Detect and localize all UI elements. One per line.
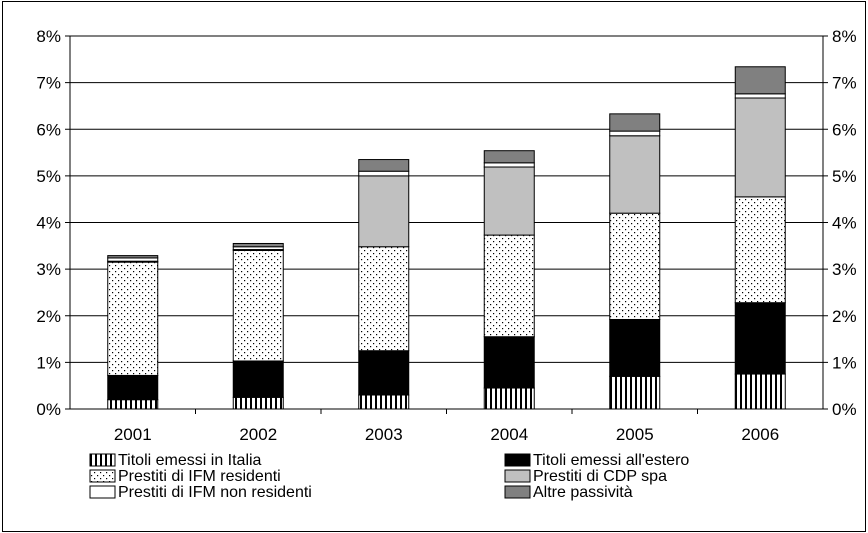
legend-label: Altre passività xyxy=(533,484,633,501)
x-tick-label: 2006 xyxy=(741,425,779,444)
y-tick-label-left: 6% xyxy=(36,120,61,139)
y-tick-label-left: 8% xyxy=(36,27,61,46)
y-tick-label-left: 4% xyxy=(36,214,61,233)
axes xyxy=(65,35,828,414)
bar-segment xyxy=(734,373,786,410)
bar-segment xyxy=(483,150,535,164)
legend-swatch xyxy=(89,469,116,483)
y-tick-label-right: 1% xyxy=(832,353,857,372)
y-tick-label-right: 6% xyxy=(832,120,857,139)
bar-segment xyxy=(734,93,786,99)
gridlines xyxy=(70,35,823,410)
legend-label: Prestiti di CDP spa xyxy=(533,468,667,485)
x-tick-label: 2003 xyxy=(365,425,403,444)
bar-segment xyxy=(232,242,284,248)
bar-segment xyxy=(358,394,410,410)
bar-segment xyxy=(609,113,661,132)
bar-segment xyxy=(232,360,284,398)
legend-label: Titoli emessi all'estero xyxy=(533,452,689,469)
y-tick-label-right: 8% xyxy=(832,27,857,46)
y-tick-label-left: 7% xyxy=(36,74,61,93)
y-tick-label-right: 0% xyxy=(832,400,857,419)
bar-segment xyxy=(609,130,661,137)
bar-segment xyxy=(483,166,535,236)
y-tick-label-left: 3% xyxy=(36,260,61,279)
legend-label: Titoli emessi in Italia xyxy=(118,452,262,469)
bar-segment xyxy=(358,350,410,396)
bar-segment xyxy=(609,375,661,410)
y-tick-labels-right: 0% 1% 2% 3% 4% 5% 6% 7% 8% xyxy=(832,27,857,419)
x-tick-label: 2002 xyxy=(239,425,277,444)
y-tick-label-left: 2% xyxy=(36,307,61,326)
legend-swatch xyxy=(504,469,531,483)
bar-segment xyxy=(483,336,535,389)
y-tick-label-left: 5% xyxy=(36,167,61,186)
bar-segment xyxy=(609,318,661,377)
legend-swatch xyxy=(89,453,116,467)
legend-swatch xyxy=(504,453,531,467)
bar-segment xyxy=(483,162,535,168)
legend: Titoli emessi in Italia Titoli emessi all… xyxy=(89,452,689,501)
bar-segment xyxy=(358,159,410,172)
bar-segment xyxy=(107,255,159,259)
legend-swatch xyxy=(89,485,116,499)
y-tick-label-left: 1% xyxy=(36,353,61,372)
bar-segment xyxy=(232,396,284,410)
bar-segment xyxy=(734,196,786,304)
legend-label: Prestiti di IFM non residenti xyxy=(118,484,312,501)
x-tick-label: 2001 xyxy=(114,425,152,444)
bar-segment xyxy=(232,249,284,362)
y-tick-label-right: 4% xyxy=(832,214,857,233)
bar-segment xyxy=(483,234,535,338)
bar-segment xyxy=(734,302,786,375)
bar-segment xyxy=(358,170,410,177)
x-tick-labels: 2001 2002 2003 2004 2005 2006 xyxy=(114,425,779,444)
bar-segment xyxy=(358,246,410,352)
y-tick-label-right: 3% xyxy=(832,260,857,279)
x-tick-label: 2005 xyxy=(616,425,654,444)
bar-segment xyxy=(107,261,159,376)
y-tick-label-right: 5% xyxy=(832,167,857,186)
bar-segment xyxy=(483,387,535,410)
bar-segment xyxy=(358,175,410,248)
bar-segment xyxy=(107,399,159,410)
y-tick-label-right: 7% xyxy=(832,74,857,93)
x-tick-label: 2004 xyxy=(490,425,528,444)
bar-segment xyxy=(734,66,786,95)
y-tick-label-right: 2% xyxy=(832,307,857,326)
legend-label: Prestiti di IFM residenti xyxy=(118,468,281,485)
bars xyxy=(107,66,786,410)
legend-swatch xyxy=(504,485,531,499)
bar-segment xyxy=(107,374,159,401)
bar-segment xyxy=(734,97,786,198)
bar-segment xyxy=(609,135,661,214)
bar-segment xyxy=(609,212,661,320)
y-tick-labels-left: 0% 1% 2% 3% 4% 5% 6% 7% 8% xyxy=(36,27,61,419)
y-tick-label-left: 0% xyxy=(36,400,61,419)
